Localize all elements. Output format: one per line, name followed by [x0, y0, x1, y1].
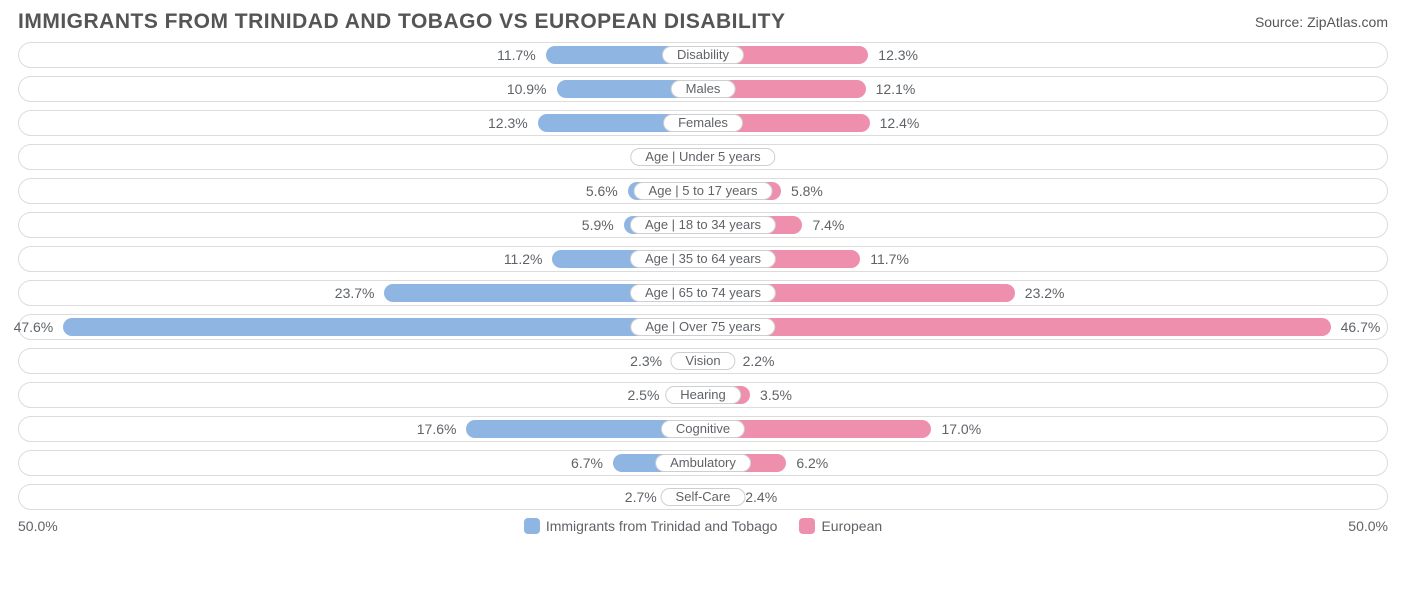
bar-row: 12.3% 12.4% Females	[18, 110, 1388, 136]
value-label-left: 11.2%	[504, 247, 543, 271]
value-label-left: 2.5%	[627, 383, 659, 407]
value-label-left: 2.7%	[625, 485, 657, 509]
diverging-bar-chart: 11.7% 12.3% Disability 10.9% 12.1% Males 12.3%…	[18, 42, 1388, 510]
category-pill: Ambulatory	[655, 454, 751, 472]
legend-swatch-right	[799, 518, 815, 534]
value-label-right: 46.7%	[1341, 315, 1381, 339]
value-label-right: 12.4%	[880, 111, 920, 135]
value-label-right: 5.8%	[791, 179, 823, 203]
bar-right	[703, 318, 1331, 336]
chart-title: IMMIGRANTS FROM TRINIDAD AND TOBAGO VS E…	[18, 10, 786, 34]
bar-row: 1.1%1.5%Age | Under 5 years	[18, 144, 1388, 170]
axis-max-right: 50.0%	[1308, 518, 1388, 534]
chart-footer: 50.0% Immigrants from Trinidad and Tobag…	[18, 518, 1388, 534]
bar-row: 6.7% 6.2% Ambulatory	[18, 450, 1388, 476]
value-label-right: 6.2%	[796, 451, 828, 475]
value-label-right: 2.2%	[743, 349, 775, 373]
value-label-left: 2.3%	[630, 349, 662, 373]
chart-container: IMMIGRANTS FROM TRINIDAD AND TOBAGO VS E…	[0, 0, 1406, 542]
value-label-right: 7.4%	[812, 213, 844, 237]
chart-source: Source: ZipAtlas.com	[1255, 10, 1388, 30]
category-pill: Females	[663, 114, 743, 132]
category-pill: Age | Under 5 years	[630, 148, 775, 166]
value-label-left: 5.9%	[582, 213, 614, 237]
category-pill: Disability	[662, 46, 744, 64]
legend-item-right: European	[799, 518, 882, 534]
value-label-left: 23.7%	[335, 281, 375, 305]
category-pill: Age | 35 to 64 years	[630, 250, 776, 268]
value-label-left: 47.6%	[14, 315, 54, 339]
value-label-left: 6.7%	[571, 451, 603, 475]
bar-row: 2.5% 3.5% Hearing	[18, 382, 1388, 408]
value-label-right: 2.4%	[745, 485, 777, 509]
category-pill: Age | Over 75 years	[630, 318, 775, 336]
category-pill: Age | 18 to 34 years	[630, 216, 776, 234]
bar-row: 23.7% 23.2% Age | 65 to 74 years	[18, 280, 1388, 306]
category-pill: Hearing	[665, 386, 741, 404]
bar-row: 2.3% 2.2% Vision	[18, 348, 1388, 374]
category-pill: Cognitive	[661, 420, 745, 438]
chart-header: IMMIGRANTS FROM TRINIDAD AND TOBAGO VS E…	[18, 10, 1388, 34]
category-pill: Males	[671, 80, 736, 98]
bar-row: 5.6% 5.8% Age | 5 to 17 years	[18, 178, 1388, 204]
axis-max-left: 50.0%	[18, 518, 98, 534]
bar-row: 10.9% 12.1% Males	[18, 76, 1388, 102]
value-label-left: 10.9%	[507, 77, 547, 101]
category-pill: Age | 65 to 74 years	[630, 284, 776, 302]
value-label-right: 12.3%	[878, 43, 918, 67]
value-label-right: 23.2%	[1025, 281, 1065, 305]
bar-row: 5.9% 7.4% Age | 18 to 34 years	[18, 212, 1388, 238]
category-pill: Self-Care	[661, 488, 746, 506]
chart-legend: Immigrants from Trinidad and Tobago Euro…	[98, 518, 1308, 534]
bar-row: 47.6%46.7%Age | Over 75 years	[18, 314, 1388, 340]
value-label-left: 12.3%	[488, 111, 528, 135]
value-label-right: 3.5%	[760, 383, 792, 407]
bar-row: 11.2% 11.7% Age | 35 to 64 years	[18, 246, 1388, 272]
legend-label-right: European	[821, 518, 882, 534]
value-label-right: 12.1%	[876, 77, 916, 101]
bar-row: 2.7% 2.4%Self-Care	[18, 484, 1388, 510]
value-label-right: 11.7%	[870, 247, 909, 271]
value-label-right: 17.0%	[941, 417, 981, 441]
legend-label-left: Immigrants from Trinidad and Tobago	[546, 518, 778, 534]
bar-row: 17.6% 17.0% Cognitive	[18, 416, 1388, 442]
category-pill: Vision	[670, 352, 735, 370]
value-label-left: 17.6%	[417, 417, 457, 441]
bar-row: 11.7% 12.3% Disability	[18, 42, 1388, 68]
value-label-left: 5.6%	[586, 179, 618, 203]
legend-item-left: Immigrants from Trinidad and Tobago	[524, 518, 778, 534]
category-pill: Age | 5 to 17 years	[634, 182, 773, 200]
legend-swatch-left	[524, 518, 540, 534]
value-label-left: 11.7%	[497, 43, 536, 67]
bar-left	[63, 318, 703, 336]
